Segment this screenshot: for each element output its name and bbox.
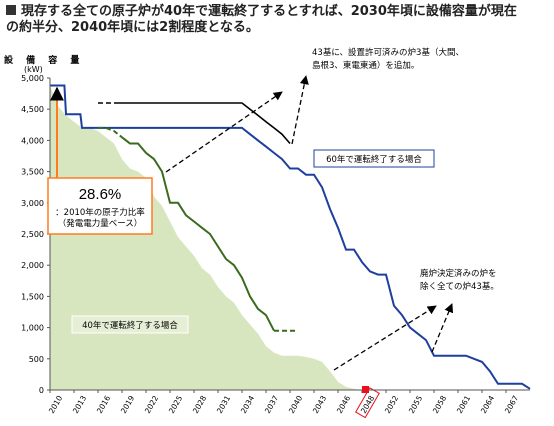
arrow-forty-added <box>165 91 283 173</box>
x-tick-label: 2058 <box>431 394 448 415</box>
added-note-2: 島根3、東電東通）を追加。 <box>312 60 419 71</box>
y-axis-unit: (kW) <box>24 65 43 74</box>
x-tick-highlight-box <box>355 387 380 419</box>
x-tick-label: 2061 <box>455 394 472 415</box>
forty-label-box <box>71 315 189 334</box>
pct-note-1: ：2010年の原子力比率 <box>55 207 145 218</box>
line-forty-added-dashed <box>98 126 298 332</box>
y-tick-label: 2,500 <box>21 230 44 239</box>
line-sixty-years <box>50 84 531 390</box>
x-tick-label: 2010 <box>47 394 64 415</box>
line-forty-added <box>121 136 275 332</box>
area-forty-years <box>50 85 362 390</box>
heading-line-1: 現存する全ての原子炉が40年で運転終了するとすれば、2030年頃に設備容量が現在 <box>21 4 517 19</box>
x-tick-label: 2022 <box>143 394 160 415</box>
x-tick-label: 2040 <box>287 394 304 415</box>
y-tick-label: 3,500 <box>21 168 44 177</box>
x-tick-label: 2046 <box>335 394 352 415</box>
y-tick-label: 500 <box>29 355 44 364</box>
pct-value: 28.6% <box>79 186 122 203</box>
square-bullet-icon <box>6 5 16 15</box>
x-tick-label: 2043 <box>311 394 328 415</box>
x-tick-label: 2013 <box>71 394 88 415</box>
x-tick-label: 2034 <box>239 394 256 415</box>
added-note-1: 43基に、設置許可済みの炉3基（大間、 <box>312 47 464 58</box>
x-tick-label: 2028 <box>191 394 208 415</box>
x-tick-label: 2052 <box>383 394 400 415</box>
forty-label: 40年で運転終了する場合 <box>82 320 178 331</box>
y-tick-label: 1,500 <box>21 292 44 301</box>
y-tick-label: 1,000 <box>21 324 44 333</box>
arrow-forty-all <box>333 305 437 371</box>
highlight-year-marker <box>362 386 369 393</box>
pct-note-2: （発電電力量ベース） <box>58 218 143 229</box>
x-tick-label: 2019 <box>119 394 136 415</box>
x-tick-label: 2064 <box>479 394 496 415</box>
y-tick-label: 0 <box>39 386 44 395</box>
x-tick-label: 2016 <box>95 394 112 415</box>
decom-note-1: 廃炉決定済みの炉を <box>420 268 497 279</box>
y-tick-label: 2,000 <box>21 261 44 270</box>
arrow-sixty-added <box>291 75 309 145</box>
line-sixty-added <box>118 102 291 145</box>
y-tick-label: 4,000 <box>21 136 44 145</box>
heading-line-2: の約半分、2040年頃には2割程度となる。 <box>6 20 259 35</box>
x-tick-label: 2037 <box>263 394 280 415</box>
sixty-label-box <box>313 149 435 168</box>
arrow-sixty-all <box>431 303 454 353</box>
y-tick-label: 3,000 <box>21 199 44 208</box>
y-tick-label: 4,500 <box>21 105 44 114</box>
decom-note-2: 除く全ての炉43基。 <box>420 281 499 292</box>
heading: 現存する全ての原子炉が40年で運転終了するとすれば、2030年頃に設備容量が現在… <box>6 4 552 36</box>
y-axis-label: 設 備 容 量 <box>4 54 84 66</box>
x-tick-label: 2055 <box>407 394 424 415</box>
x-tick-label: 2067 <box>503 394 520 415</box>
pct-callout-box <box>47 177 153 235</box>
sixty-label: 60年で運転終了する場合 <box>326 154 422 165</box>
x-tick-label-highlight: 2048 <box>359 394 376 415</box>
y-tick-label: 5,000 <box>21 74 44 83</box>
x-tick-label: 2025 <box>167 394 184 415</box>
x-tick-label: 2031 <box>215 394 232 415</box>
